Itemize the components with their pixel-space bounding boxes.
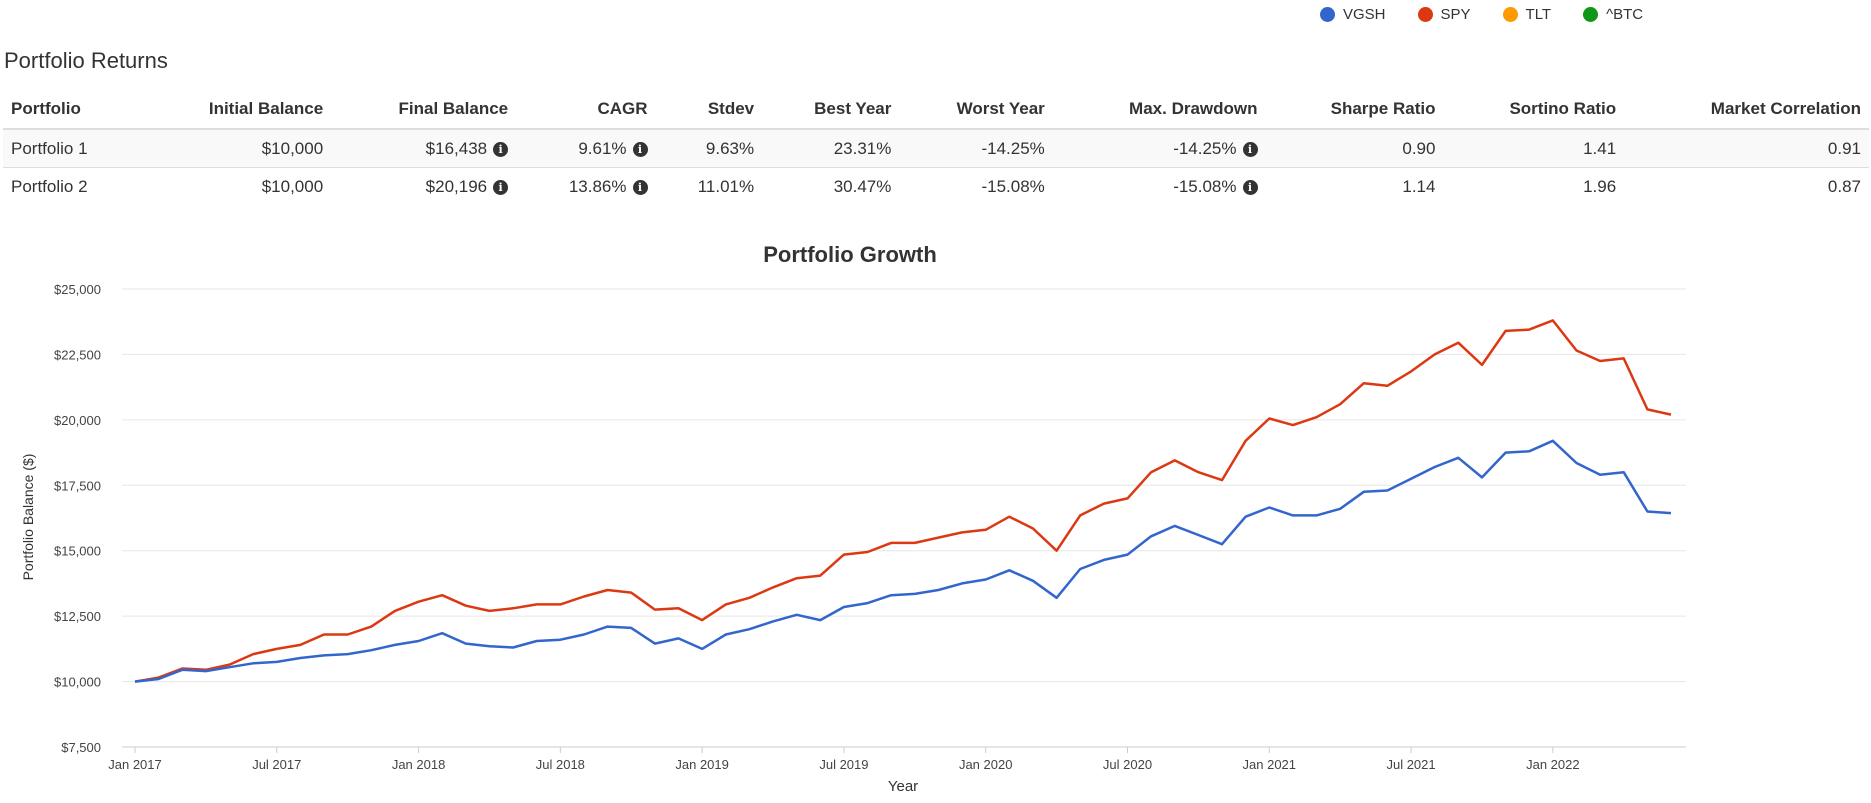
y-tick-label: $12,500	[54, 609, 101, 624]
legend-item-tlt[interactable]: TLT	[1502, 5, 1552, 23]
y-axis: $7,500 $10,000 $12,500 $15,000 $17,500 $20,00…	[54, 282, 101, 755]
header-cagr: CAGR	[516, 89, 656, 130]
cell-cagr: 9.61% i	[516, 128, 656, 168]
cell-stdev: 9.63%	[655, 128, 763, 168]
cell-max-drawdown: -14.25% i	[1052, 128, 1266, 168]
legend-dot-tlt	[1502, 6, 1518, 22]
table-row: Portfolio 1 $10,000 $16,438 i 9.61% i 9.63…	[3, 128, 1869, 168]
legend-item-spy[interactable]: SPY	[1417, 5, 1471, 23]
x-axis-label: Year	[888, 778, 918, 795]
header-portfolio: Portfolio	[3, 89, 140, 130]
header-sharpe-ratio: Sharpe Ratio	[1265, 89, 1444, 130]
legend-dot-btc	[1583, 6, 1599, 22]
cell-sharpe-ratio: 0.90	[1265, 128, 1444, 168]
header-best-year: Best Year	[762, 89, 900, 130]
y-axis-label: Portfolio Balance ($)	[20, 454, 36, 581]
x-tick-label: Jan 2018	[392, 757, 446, 772]
x-tick-label: Jul 2017	[252, 757, 301, 772]
max-drawdown-value: -14.25%	[1173, 138, 1237, 158]
cell-initial-balance: $10,000	[139, 167, 332, 205]
x-tick-label: Jan 2022	[1526, 757, 1580, 772]
header-stdev: Stdev	[655, 89, 763, 130]
header-worst-year: Worst Year	[899, 89, 1053, 130]
info-icon[interactable]: i	[632, 179, 648, 195]
cell-portfolio: Portfolio 1	[3, 128, 140, 168]
final-balance-value: $20,196	[425, 176, 488, 196]
cagr-value: 9.61%	[578, 138, 627, 158]
cell-worst-year: -15.08%	[899, 167, 1053, 205]
cell-final-balance: $16,438 i	[331, 128, 517, 168]
legend-label-vgsh: VGSH	[1343, 5, 1386, 23]
cell-best-year: 23.31%	[762, 128, 900, 168]
cell-sortino-ratio: 1.96	[1443, 167, 1625, 205]
cell-initial-balance: $10,000	[139, 128, 332, 168]
chart-legend: VGSH SPY TLT ^BTC	[1320, 4, 1675, 24]
final-balance-value: $16,438	[425, 138, 488, 158]
legend-item-vgsh[interactable]: VGSH	[1320, 6, 1386, 23]
header-final-balance: Final Balance	[331, 89, 517, 130]
info-icon[interactable]: i	[632, 141, 648, 157]
cell-stdev: 11.01%	[655, 167, 763, 205]
chart-title: Portfolio Growth	[763, 242, 937, 267]
max-drawdown-value: -15.08%	[1173, 176, 1237, 196]
header-initial-balance: Initial Balance	[139, 89, 332, 130]
x-axis: Jan 2017 Jul 2017 Jan 2018 Jul 2018 Jan 2019…	[108, 747, 1580, 772]
info-icon[interactable]: i	[1242, 141, 1258, 157]
y-tick-label: $10,000	[54, 675, 101, 690]
y-tick-label: $7,500	[61, 740, 101, 755]
cell-best-year: 30.47%	[762, 167, 900, 205]
legend-label-btc: ^BTC	[1606, 5, 1644, 23]
x-tick-label: Jan 2019	[675, 757, 729, 772]
cell-market-correlation: 0.91	[1624, 128, 1869, 168]
x-tick-label: Jul 2019	[819, 757, 868, 772]
table-row: Portfolio 2 $10,000 $20,196 i 13.86% i 11.…	[3, 167, 1869, 205]
y-tick-label: $25,000	[54, 282, 101, 297]
info-icon[interactable]: i	[1242, 179, 1258, 195]
cell-sharpe-ratio: 1.14	[1265, 167, 1444, 205]
x-tick-label: Jan 2020	[959, 757, 1013, 772]
y-tick-label: $15,000	[54, 544, 101, 559]
info-icon[interactable]: i	[493, 179, 509, 195]
legend-dot-spy	[1417, 6, 1433, 22]
x-tick-label: Jan 2017	[108, 757, 162, 772]
section-title: Portfolio Returns	[4, 48, 168, 73]
x-tick-label: Jul 2018	[536, 757, 585, 772]
portfolio-returns-table: Portfolio Initial Balance Final Balance …	[3, 89, 1869, 205]
gridlines	[122, 288, 1686, 748]
x-tick-label: Jan 2021	[1243, 757, 1297, 772]
cell-market-correlation: 0.87	[1624, 167, 1869, 205]
x-tick-label: Jul 2020	[1103, 757, 1152, 772]
table-header-row: Portfolio Initial Balance Final Balance …	[3, 89, 1869, 130]
y-tick-label: $17,500	[54, 478, 101, 493]
series-line-2[interactable]	[134, 439, 1672, 683]
cell-worst-year: -14.25%	[899, 128, 1053, 168]
legend-item-btc[interactable]: ^BTC	[1583, 6, 1643, 23]
header-max-drawdown: Max. Drawdown	[1052, 89, 1266, 130]
series-lines	[134, 319, 1672, 683]
y-tick-label: $22,500	[54, 347, 101, 362]
legend-label-spy: SPY	[1440, 5, 1471, 23]
portfolio-growth-chart: Portfolio Growth $7,500 $10,000 $12,500 $15…	[20, 242, 1686, 795]
x-tick-label: Jul 2021	[1386, 757, 1435, 772]
y-tick-label: $20,000	[54, 413, 101, 428]
cell-portfolio: Portfolio 2	[3, 167, 140, 205]
series-line-1[interactable]	[134, 319, 1672, 683]
cell-sortino-ratio: 1.41	[1443, 128, 1625, 168]
legend-dot-vgsh	[1320, 6, 1335, 22]
header-sortino-ratio: Sortino Ratio	[1443, 89, 1625, 130]
cell-cagr: 13.86% i	[516, 167, 656, 205]
cell-final-balance: $20,196 i	[331, 167, 517, 205]
cell-max-drawdown: -15.08% i	[1052, 167, 1266, 205]
header-market-correlation: Market Correlation	[1624, 89, 1869, 130]
info-icon[interactable]: i	[493, 141, 509, 157]
legend-label-tlt: TLT	[1525, 5, 1552, 23]
cagr-value: 13.86%	[568, 176, 627, 196]
